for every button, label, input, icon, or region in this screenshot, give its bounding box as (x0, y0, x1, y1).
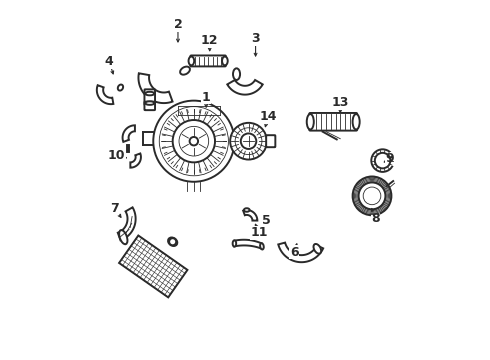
Text: 6: 6 (290, 246, 299, 259)
Ellipse shape (233, 240, 236, 247)
Circle shape (353, 176, 392, 215)
FancyBboxPatch shape (309, 113, 357, 131)
Polygon shape (243, 210, 257, 221)
Polygon shape (130, 153, 141, 168)
Text: 3: 3 (251, 32, 260, 45)
Ellipse shape (118, 85, 123, 91)
FancyBboxPatch shape (145, 102, 155, 110)
Circle shape (169, 238, 176, 245)
Text: 10: 10 (107, 149, 125, 162)
FancyBboxPatch shape (190, 55, 226, 66)
Ellipse shape (180, 67, 190, 75)
Text: 5: 5 (262, 214, 270, 227)
Circle shape (230, 123, 267, 159)
Polygon shape (97, 85, 113, 104)
Circle shape (153, 101, 234, 182)
Ellipse shape (222, 57, 228, 66)
Text: 7: 7 (110, 202, 119, 215)
Ellipse shape (307, 114, 314, 130)
Ellipse shape (145, 101, 154, 105)
Ellipse shape (353, 114, 360, 130)
Ellipse shape (189, 57, 194, 66)
Text: 4: 4 (105, 55, 114, 68)
FancyBboxPatch shape (145, 89, 155, 105)
Polygon shape (119, 235, 188, 297)
Text: 13: 13 (332, 96, 349, 109)
Circle shape (190, 137, 198, 145)
Polygon shape (278, 243, 323, 262)
Text: 11: 11 (250, 226, 268, 239)
Text: 12: 12 (201, 34, 219, 47)
Ellipse shape (119, 230, 127, 244)
Ellipse shape (233, 68, 240, 80)
Ellipse shape (244, 208, 249, 212)
Circle shape (371, 149, 394, 172)
Polygon shape (122, 125, 135, 142)
Ellipse shape (260, 243, 264, 249)
Ellipse shape (314, 244, 321, 254)
Text: 14: 14 (259, 110, 277, 123)
Text: 8: 8 (371, 212, 380, 225)
Text: 9: 9 (385, 152, 394, 165)
Polygon shape (118, 207, 136, 240)
Polygon shape (227, 80, 263, 95)
Polygon shape (139, 73, 172, 103)
Polygon shape (234, 240, 262, 249)
Circle shape (172, 120, 215, 162)
FancyBboxPatch shape (266, 135, 275, 147)
Circle shape (241, 134, 256, 149)
Ellipse shape (168, 238, 177, 246)
Text: 1: 1 (202, 91, 211, 104)
Ellipse shape (145, 92, 154, 95)
Text: 2: 2 (173, 18, 182, 31)
